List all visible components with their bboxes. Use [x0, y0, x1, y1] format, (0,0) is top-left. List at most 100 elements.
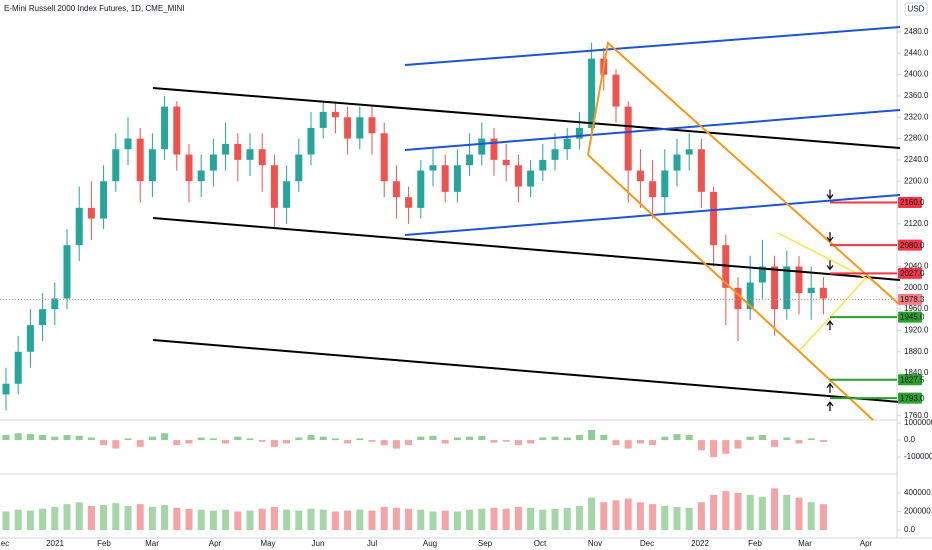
oscillator-bar	[100, 440, 108, 446]
oscillator-bar	[2, 434, 10, 441]
y-tick-label: 2480.0	[904, 27, 929, 36]
oscillator-bar	[283, 440, 291, 444]
volume-bar	[771, 488, 779, 531]
oscillator-bar	[380, 440, 388, 446]
price-label-box	[898, 267, 922, 279]
y-tick-label: 1880.0	[904, 347, 929, 356]
candle-body	[356, 117, 364, 139]
candle-body	[734, 287, 742, 310]
candle-body	[2, 383, 10, 395]
volume-bar	[722, 491, 730, 531]
price-label: 2080.0	[900, 241, 925, 250]
volume-bar	[63, 504, 71, 531]
volume-bar	[636, 502, 644, 531]
volume-bar	[75, 502, 83, 531]
oscillator-bar	[795, 440, 803, 444]
candle-body	[112, 149, 120, 182]
oscillator-bar	[746, 436, 754, 441]
oscillator-bar	[697, 440, 705, 451]
volume-bar	[685, 507, 693, 531]
currency[interactable]: USD	[908, 5, 925, 14]
price-label-box	[898, 392, 922, 404]
price-label: 1978.3	[900, 295, 925, 304]
x-tick-label: Mar	[145, 539, 159, 548]
candle-body	[39, 309, 47, 326]
price-label: 1827.5	[900, 375, 925, 384]
candle-body	[685, 149, 693, 155]
candle-body	[392, 181, 400, 198]
oscillator-bar	[758, 434, 766, 441]
y-tick-label: 2240.0	[904, 155, 929, 164]
x-tick-label: Nov	[588, 539, 602, 548]
x-tick-label: Mar	[798, 539, 812, 548]
y-tick-label: 1840.0	[904, 368, 929, 377]
oscillator-bar	[63, 434, 71, 441]
volume-bar	[478, 508, 486, 531]
candle-body	[405, 197, 413, 208]
candle-body	[673, 154, 681, 171]
oscillator-bar	[356, 438, 364, 441]
oscillator-bar	[685, 434, 693, 441]
volume-bar	[344, 510, 352, 531]
candle-body	[222, 143, 230, 155]
volume-bar	[136, 504, 144, 531]
candle-body	[527, 170, 535, 187]
y-tick-label: 0.0	[904, 525, 916, 534]
oscillator-bar	[771, 440, 779, 447]
candle-body	[429, 165, 437, 171]
y-tick-label: 2040.0	[904, 262, 929, 271]
candle-body	[588, 58, 596, 128]
volume-bar	[307, 508, 315, 531]
oscillator-bar	[673, 434, 681, 441]
oscillator-bar	[258, 440, 266, 442]
x-tick-label: 2022	[691, 539, 709, 548]
y-tick-label: 1920.0	[904, 326, 929, 335]
oscillator-bar	[819, 440, 827, 442]
oscillator-bar	[246, 438, 254, 441]
volume-bar	[124, 505, 132, 531]
oscillator-bar	[636, 440, 644, 444]
y-tick-label: 2360.0	[904, 91, 929, 100]
arrow	[826, 320, 834, 331]
oscillator-bar	[624, 440, 632, 449]
volume-bar	[600, 502, 608, 531]
oscillator-bar	[124, 438, 132, 441]
levels: 2160.0 2080.0 2027.0 1978.3 1945.0 1827.5 1793…	[0, 189, 925, 412]
candle-body	[270, 165, 278, 208]
oscillator-bar	[734, 440, 742, 449]
candle-body	[209, 154, 217, 171]
oscillator-bar	[502, 440, 510, 442]
currency-button[interactable]	[904, 2, 928, 16]
trend-line	[152, 217, 901, 281]
volume-bar	[368, 510, 376, 531]
candle-body	[746, 282, 754, 310]
candle-body	[649, 181, 657, 198]
x-tick-label: Apr	[860, 539, 873, 548]
x-tick-label: Feb	[748, 539, 762, 548]
volume-bar	[331, 511, 339, 531]
volume-bar	[222, 509, 230, 531]
oscillator-bar	[344, 440, 352, 444]
oscillator-bar	[161, 433, 169, 441]
x-tick-label: 2021	[46, 539, 64, 548]
volume-bar	[514, 506, 522, 531]
oscillator-bar	[453, 437, 461, 441]
y-tick-label: 200000.0	[904, 507, 932, 516]
volume-bar	[2, 511, 10, 531]
volume-bar	[661, 505, 669, 531]
candle-body	[539, 159, 547, 171]
volume-bar	[746, 494, 754, 531]
volume-bar	[783, 494, 791, 531]
candle-body	[368, 117, 376, 134]
x-tick-label: May	[260, 539, 275, 548]
x-tick-label: Sep	[478, 539, 493, 548]
candle-body	[551, 149, 559, 160]
candle-body	[234, 143, 242, 160]
volume-bar	[466, 509, 474, 531]
oscillator-bar	[173, 440, 181, 446]
price-label-box	[898, 293, 922, 305]
oscillator-bar	[429, 435, 437, 441]
candle-body	[490, 138, 498, 160]
